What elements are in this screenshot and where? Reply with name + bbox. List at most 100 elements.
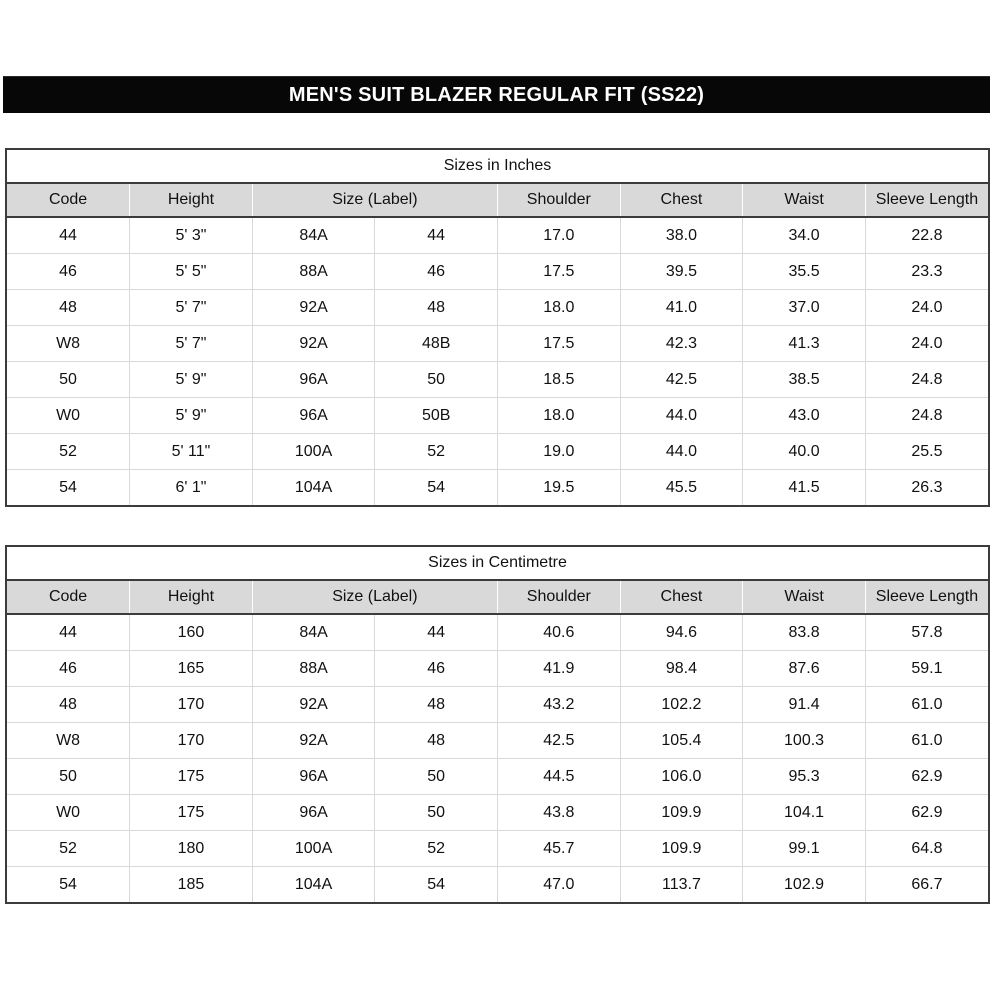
column-header: Sleeve Length [864, 182, 988, 218]
column-header: Code [7, 579, 131, 615]
table-cell: 45.7 [497, 830, 621, 867]
table-cell: 52 [374, 433, 498, 470]
table-cell: 50 [374, 758, 498, 795]
table-cell: 44.0 [619, 397, 744, 434]
table-row: W0 5' 9" 96A 50B 18.0 44.0 43.0 24.8 [7, 397, 988, 434]
table-cell: W0 [7, 397, 131, 434]
table-cell: 42.5 [497, 722, 621, 759]
table-cell: 19.5 [497, 469, 621, 505]
centimetre-table: Code Height Size (Label) Shoulder Chest Waist… [7, 579, 988, 902]
table-cell: 24.8 [864, 397, 988, 434]
table-cell: 100A [251, 433, 376, 470]
table-row: 54 185 104A 54 47.0 113.7 102.9 66.7 [7, 866, 988, 902]
table-cell: 170 [129, 722, 253, 759]
table-cell: 48B [374, 325, 498, 362]
table-cell: 61.0 [864, 722, 988, 759]
table-cell: 96A [251, 758, 376, 795]
table-cell: 105.4 [619, 722, 744, 759]
table-cell: 92A [251, 325, 376, 362]
table-cell: 52 [7, 830, 131, 867]
table-cell: 96A [251, 397, 376, 434]
table-cell: 39.5 [619, 253, 744, 290]
table-cell: 96A [251, 794, 376, 831]
table-cell: 102.2 [619, 686, 744, 723]
column-header: Height [129, 182, 253, 218]
table-cell: 113.7 [619, 866, 744, 902]
table-cell: 43.8 [497, 794, 621, 831]
table-cell: 92A [251, 722, 376, 759]
column-header: Chest [619, 182, 744, 218]
table-cell: 42.5 [619, 361, 744, 398]
table-cell: 64.8 [864, 830, 988, 867]
table-row: 50 5' 9" 96A 50 18.5 42.5 38.5 24.8 [7, 361, 988, 398]
table-row: W0 175 96A 50 43.8 109.9 104.1 62.9 [7, 794, 988, 831]
table-cell: 5' 7" [129, 325, 253, 362]
table-cell: 83.8 [742, 614, 866, 651]
table-cell: 17.5 [497, 325, 621, 362]
inches-size-table: Sizes in Inches Code Height Size (Label) Sh… [5, 148, 990, 507]
table-cell: 165 [129, 650, 253, 687]
table-cell: 54 [374, 469, 498, 505]
table-cell: 48 [374, 686, 498, 723]
column-header: Chest [619, 579, 744, 615]
table-cell: 175 [129, 794, 253, 831]
table-cell: 54 [374, 866, 498, 902]
table-cell: 41.9 [497, 650, 621, 687]
table-row: 46 5' 5" 88A 46 17.5 39.5 35.5 23.3 [7, 253, 988, 290]
table-cell: 175 [129, 758, 253, 795]
table-cell: 104.1 [742, 794, 866, 831]
table-cell: 96A [251, 361, 376, 398]
table-cell: 50 [7, 361, 131, 398]
table-row: 50 175 96A 50 44.5 106.0 95.3 62.9 [7, 758, 988, 795]
table-cell: W8 [7, 325, 131, 362]
table-cell: 41.5 [742, 469, 866, 505]
table-cell: 5' 9" [129, 397, 253, 434]
table-cell: 62.9 [864, 758, 988, 795]
table-cell: 88A [251, 253, 376, 290]
table-cell: 44.5 [497, 758, 621, 795]
table-cell: 41.0 [619, 289, 744, 326]
centimetre-size-table: Sizes in Centimetre Code Height Size (Labe… [5, 545, 990, 904]
table-cell: 46 [374, 253, 498, 290]
table-cell: 6' 1" [129, 469, 253, 505]
table-cell: 24.0 [864, 325, 988, 362]
table-cell: 87.6 [742, 650, 866, 687]
table-row: 54 6' 1" 104A 54 19.5 45.5 41.5 26.3 [7, 469, 988, 505]
table-cell: 48 [7, 289, 131, 326]
table-cell: 41.3 [742, 325, 866, 362]
table-cell: 88A [251, 650, 376, 687]
table-cell: 46 [7, 650, 131, 687]
table-cell: 94.6 [619, 614, 744, 651]
table-cell: 23.3 [864, 253, 988, 290]
table-cell: 160 [129, 614, 253, 651]
table-cell: 40.0 [742, 433, 866, 470]
table-cell: 24.8 [864, 361, 988, 398]
table-cell: 109.9 [619, 794, 744, 831]
table-cell: 59.1 [864, 650, 988, 687]
table-cell: 52 [374, 830, 498, 867]
table-cell: 42.3 [619, 325, 744, 362]
page-title: MEN'S SUIT BLAZER REGULAR FIT (SS22) [3, 76, 990, 113]
table-cell: 98.4 [619, 650, 744, 687]
table-cell: 99.1 [742, 830, 866, 867]
table-cell: 62.9 [864, 794, 988, 831]
header-row: Code Height Size (Label) Shoulder Chest Waist… [7, 579, 988, 615]
inches-table-caption: Sizes in Inches [7, 150, 988, 182]
table-cell: 43.0 [742, 397, 866, 434]
table-cell: 180 [129, 830, 253, 867]
table-row: 52 5' 11" 100A 52 19.0 44.0 40.0 25.5 [7, 433, 988, 470]
table-row: W8 170 92A 48 42.5 105.4 100.3 61.0 [7, 722, 988, 759]
table-row: 48 170 92A 48 43.2 102.2 91.4 61.0 [7, 686, 988, 723]
table-cell: 5' 7" [129, 289, 253, 326]
column-header: Shoulder [497, 182, 621, 218]
table-cell: 34.0 [742, 217, 866, 254]
column-header: Size (Label) [251, 182, 499, 218]
table-cell: 170 [129, 686, 253, 723]
table-cell: 5' 11" [129, 433, 253, 470]
table-cell: 25.5 [864, 433, 988, 470]
table-cell: 84A [251, 217, 376, 254]
column-header: Height [129, 579, 253, 615]
header-row: Code Height Size (Label) Shoulder Chest Waist… [7, 182, 988, 218]
table-cell: 109.9 [619, 830, 744, 867]
